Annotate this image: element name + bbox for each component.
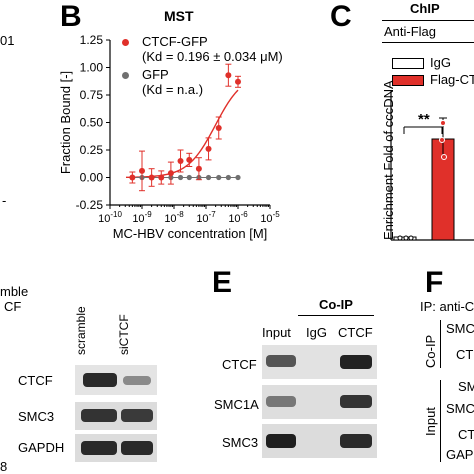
gfp-point <box>177 174 184 181</box>
left-fragment-mble: mble <box>0 284 29 299</box>
point-igg <box>408 235 414 241</box>
gfp-point <box>235 174 241 181</box>
coip-header: Co-IP <box>319 297 353 312</box>
ctcf-gfp-point <box>195 165 202 172</box>
blot-e-strip-ctcf <box>262 345 377 379</box>
ctcf-gfp-point <box>158 174 165 181</box>
gfp-point <box>225 174 231 181</box>
y-axis-label: Fraction Bound [-] <box>58 71 73 174</box>
point-flag-ctcf <box>440 120 446 126</box>
panel-f-row-gap: GAP <box>446 447 474 462</box>
blot-e-row-smc3: SMC3 <box>222 435 259 450</box>
ctcf-gfp-fit-curve <box>125 89 239 179</box>
chip-legend-flag-label: Flag-CTC <box>430 72 474 87</box>
panel-f-input-bracket <box>440 380 441 462</box>
x-tick-label: 10-8 <box>164 210 184 225</box>
x-tick-label: 10-7 <box>196 210 216 225</box>
blot-d-strip-gapdh <box>75 434 157 462</box>
gfp-point <box>186 174 192 181</box>
blot-e-row-ctcf: CTCF <box>222 357 257 372</box>
blot-d-row-gapdh: GAPDH <box>18 440 65 455</box>
chip-legend-igg-label: IgG <box>430 55 451 70</box>
blot-d-strip-ctcf <box>75 365 157 395</box>
panel-f-row-smc: SMC <box>446 321 474 336</box>
lane-label-scramble: scramble <box>74 306 88 355</box>
y-tick-label: 0.50 <box>80 116 104 130</box>
left-fragment-dash: - <box>2 193 7 208</box>
legend-gfp-label: GFP <box>142 67 169 82</box>
x-tick-label: 10-9 <box>132 210 152 225</box>
panel-label-f: F <box>425 266 444 299</box>
panel-f-row-ct: CT <box>456 347 474 362</box>
lane-label-igg: IgG <box>306 325 327 340</box>
chip-chart <box>390 90 474 241</box>
gfp-point <box>205 174 212 181</box>
y-tick-label: -0.25 <box>76 198 104 212</box>
blot-d-row-smc3: SMC3 <box>18 409 55 424</box>
panel-f-row-ct-input: CT <box>458 427 474 442</box>
legend-gfp-marker <box>122 72 129 79</box>
blot-d-strip-smc3 <box>75 402 157 430</box>
panel-f-coip-bracket <box>440 320 441 368</box>
y-tick-label: 1.25 <box>80 33 104 47</box>
left-fragment-cf: CF <box>4 299 22 314</box>
point-flag-ctcf <box>439 137 445 143</box>
panel-label-c: C <box>330 0 352 33</box>
y-tick-label: 0.00 <box>80 171 104 185</box>
panel-f-input-label: Input <box>423 407 438 436</box>
x-tick-label: 10-6 <box>228 210 248 225</box>
chip-title: ChIP <box>410 1 440 16</box>
blot-e-row-smc1a: SMC1A <box>214 397 259 412</box>
y-tick-label: 0.75 <box>80 88 104 102</box>
chip-title-rule <box>382 20 474 21</box>
ctcf-gfp-point <box>235 78 241 85</box>
legend-ctcf-gfp-label: CTCF-GFP <box>142 34 208 49</box>
ctcf-gfp-point <box>129 174 136 181</box>
x-axis-label: MC-HBV concentration [M] <box>113 226 268 241</box>
ctcf-gfp-point <box>177 158 184 164</box>
blot-e-strip-smc3 <box>262 424 377 458</box>
mst-chart: -0.25 0.00 0.25 0.50 0.75 1.00 1.25 10-10 10-9 10… <box>58 33 280 241</box>
blot-d-row-ctcf: CTCF <box>18 373 53 388</box>
y-tick-label: 0.25 <box>80 143 104 157</box>
gfp-point <box>216 174 222 181</box>
lane-label-input: Input <box>262 325 291 340</box>
lane-label-ctcf: CTCF <box>338 325 373 340</box>
chip-legend-flag-swatch <box>392 75 424 86</box>
lane-label-sictcf: siCTCF <box>117 314 131 355</box>
point-igg <box>403 235 409 241</box>
chip-subtitle: Anti-Flag <box>384 24 437 39</box>
coip-header-rule <box>298 315 374 316</box>
left-fragment-01: 01 <box>0 33 15 48</box>
ctcf-gfp-point <box>225 72 232 79</box>
panel-f-row-smc-input: SMC <box>446 401 474 416</box>
point-flag-ctcf <box>441 154 447 160</box>
y-tick-label: 1.00 <box>80 61 104 75</box>
ctcf-gfp-point <box>139 167 145 174</box>
point-igg <box>397 235 403 241</box>
ctcf-gfp-point <box>205 145 212 152</box>
chip-subtitle-rule <box>382 42 474 43</box>
x-tick-label: 10-5 <box>260 210 280 225</box>
left-fragment-eight: 8 <box>0 459 8 474</box>
panel-f-coip-label: Co-IP <box>423 334 438 368</box>
chip-legend-igg-swatch <box>392 58 424 69</box>
legend-gfp-kd: (Kd = n.a.) <box>142 82 204 97</box>
mst-title: MST <box>164 8 194 24</box>
panel-label-b: B <box>60 0 82 33</box>
ctcf-gfp-point <box>167 170 174 177</box>
legend-ctcf-gfp-marker <box>122 39 129 46</box>
legend-ctcf-gfp-kd: (Kd = 0.196 ± 0.034 μM) <box>142 49 283 64</box>
ctcf-gfp-point <box>148 174 155 181</box>
ctcf-gfp-point <box>186 156 193 163</box>
panel-label-e: E <box>212 266 233 299</box>
panel-f-row-sm: SM <box>458 379 474 394</box>
ctcf-gfp-point <box>215 125 222 131</box>
blot-e-strip-smc1a <box>262 385 377 419</box>
x-tick-label: 10-10 <box>98 210 122 225</box>
panel-f-ip-label: IP: anti-C <box>420 299 474 314</box>
significance-label: ** <box>418 111 430 128</box>
